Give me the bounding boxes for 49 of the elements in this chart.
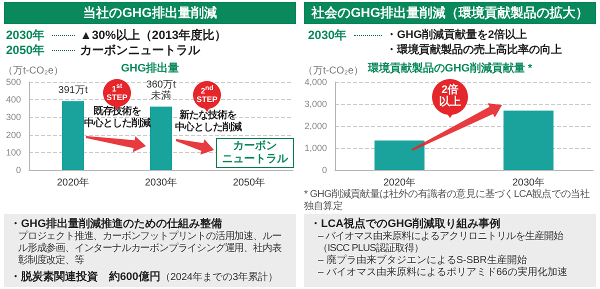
x-tick-label: 2030年 [512, 176, 545, 188]
text: 2030年 [6, 27, 45, 44]
y-tick-label: 200 [6, 130, 21, 140]
data-label: 360万t 未満 [146, 80, 176, 102]
chart-subtitle: 環境貢献製品のGHG削減貢献量 * [366, 62, 533, 74]
annotation: 1$^{st}$ STEP [106, 83, 128, 103]
speech-bubble: 2倍以上 [432, 79, 468, 115]
text: カーボンニュートラル [80, 42, 200, 59]
text: * GHG削減貢献量は社外の有識者の意見に基づくLCA観点での当社独自算定 [304, 189, 591, 213]
text: ・環境貢献製品の売上高比率の向上 [386, 42, 562, 57]
annotation: 2倍以上 [438, 84, 462, 109]
y-tick-label: 2,000 [304, 121, 327, 131]
annotation: 新たな技術を中心とした削減 [174, 110, 243, 134]
text: （2024年までの3年累計） [160, 272, 278, 283]
y-tick-label: 100 [6, 147, 21, 158]
y-tick-label: 0 [322, 165, 327, 175]
text: 2030年 [308, 27, 347, 44]
chart-title: 社会のGHG排出量削減（環境貢献製品の拡大） [304, 2, 596, 24]
text: ・GHG排出量削減推進のための仕組み整備 [10, 217, 224, 230]
chart-title: 当社のGHG排出量削減 [4, 2, 296, 24]
annotation: カーボンニュートラル [222, 140, 288, 166]
text: – バイオマス由来原料によるアクリロニトリルを生産開始（ISCC PLUS認証取得） [317, 231, 564, 254]
y-tick-label: 300 [6, 112, 21, 122]
y-tick-label: 0 [16, 165, 21, 175]
y-tick-label: 1,000 [304, 143, 327, 153]
annotation: 2$^{nd}$ STEP [196, 85, 218, 105]
y-tick-label: 400 [6, 94, 21, 105]
text: プロジェクト推進、カーボンフットプリントの活用加速、ルール形成参画、インターナルカーボンプライシング運用、社内表彰制度改定、等 [17, 231, 282, 267]
data-label: 391万t [58, 85, 88, 96]
callout-box: カーボンニュートラル [216, 138, 294, 168]
x-tick-label: 2020年 [383, 176, 416, 188]
text: ・LCA視点でのGHG削減取り組み事例 [310, 217, 502, 230]
x-tick-label: 2020年 [56, 176, 90, 188]
text: 2050年 [6, 42, 45, 59]
y-tick-label: 500 [6, 77, 21, 87]
speech-bubble: 1$^{st}$ STEP [103, 79, 131, 107]
speech-bubble: 2$^{nd}$ STEP [193, 81, 221, 109]
y-axis-title: （万t-CO₂e） [303, 66, 364, 76]
text: – バイオマス由来原料によるポリアミド66の実用化加速 [317, 267, 568, 279]
text: ・脱炭素関連投資 約600億円 [10, 271, 160, 283]
x-tick-label: 2050年 [232, 176, 266, 188]
text: ▲30%以上（2013年度比） [80, 27, 227, 44]
text: – 廃プラ由来ブタジエンによるS-SBR生産開始 [317, 255, 528, 266]
text: ・GHG削減貢献量を2倍以上 [386, 28, 528, 42]
y-tick-label: 4,000 [304, 77, 327, 87]
y-axis-title: （万t-CO₂e） [3, 66, 64, 76]
x-tick-label: 2030年 [144, 176, 178, 188]
chart-subtitle: GHG排出量 [120, 62, 180, 74]
y-tick-label: 3,000 [304, 99, 327, 109]
